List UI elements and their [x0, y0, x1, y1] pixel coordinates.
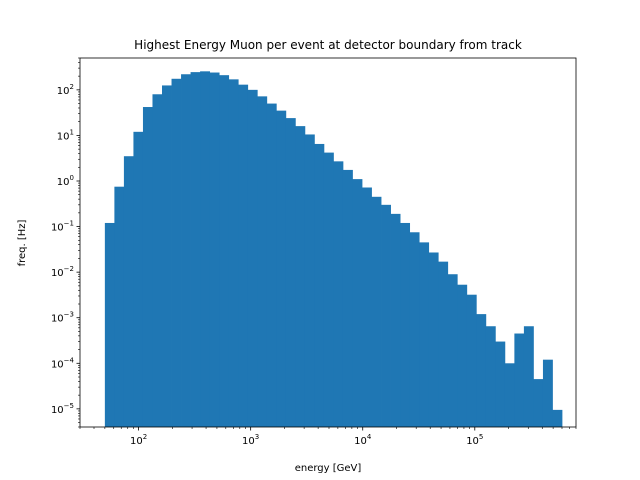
histogram-bar	[162, 85, 172, 427]
histogram-bar	[133, 131, 144, 427]
histogram-bar	[409, 232, 420, 427]
histogram-bar	[466, 294, 477, 427]
histogram-bar	[504, 363, 515, 427]
histogram-bar	[304, 134, 315, 427]
histogram-bar	[352, 179, 363, 427]
histogram-bar	[514, 333, 525, 427]
x-axis-ticks: 102 103 104 105	[79, 427, 577, 447]
histogram-bar	[390, 213, 401, 427]
histogram-bar	[238, 84, 249, 427]
histogram-bar	[342, 169, 353, 428]
x-axis-label: energy [GeV]	[295, 463, 362, 474]
histogram-bar	[257, 96, 268, 428]
histogram-bar	[523, 326, 534, 427]
histogram-bar	[228, 79, 239, 427]
x-tick-label: 103	[242, 433, 259, 447]
y-axis-ticks: 102 101 100 10−1 10−2 10−3 10−4 10−5	[51, 57, 80, 428]
chart-title: Highest Energy Muon per event at detecto…	[134, 38, 522, 52]
histogram-bar	[181, 74, 191, 427]
histogram-bar	[171, 78, 182, 427]
histogram-bar	[266, 103, 277, 427]
histogram-bar	[381, 204, 391, 427]
histogram-bar	[419, 242, 430, 427]
histogram-bar	[285, 118, 296, 427]
histogram-bar	[152, 94, 163, 428]
histogram-bar	[323, 152, 334, 427]
y-tick-label: 100	[57, 174, 74, 188]
x-tick-label: 102	[130, 433, 147, 447]
histogram-bar	[219, 75, 230, 428]
y-tick-label: 10−1	[51, 220, 74, 234]
x-tick-label: 104	[354, 433, 372, 447]
histogram-bar	[371, 196, 382, 427]
plot-frame	[79, 57, 577, 428]
bars-group	[104, 71, 563, 428]
histogram-bar	[209, 72, 220, 427]
histogram-bar	[457, 284, 468, 427]
histogram-bar	[142, 107, 153, 428]
y-tick-label: 10−4	[51, 356, 75, 370]
histogram-bar	[476, 314, 487, 427]
histogram-bar	[200, 71, 211, 427]
y-tick-label: 102	[57, 83, 74, 97]
x-tick-label: 105	[466, 433, 483, 447]
y-tick-label: 10−3	[51, 311, 74, 325]
histogram-bar	[485, 326, 496, 427]
histogram-bar	[295, 126, 306, 428]
histogram-bar	[552, 409, 563, 427]
y-tick-label: 10−2	[51, 265, 74, 279]
y-tick-label: 101	[57, 128, 74, 142]
histogram-bar	[314, 143, 325, 427]
y-axis-label: freq. [Hz]	[17, 219, 28, 266]
histogram-bar	[542, 359, 553, 427]
histogram-bar	[333, 161, 344, 427]
y-tick-label: 10−5	[51, 402, 74, 416]
histogram-bar	[114, 186, 125, 427]
histogram-bar	[190, 72, 201, 428]
histogram-bar	[438, 261, 449, 427]
histogram-bar	[104, 222, 115, 427]
histogram-bar	[123, 156, 134, 427]
histogram-bar	[447, 274, 458, 427]
histogram-bar	[495, 341, 506, 427]
histogram-bar	[247, 89, 258, 427]
histogram-bar	[400, 222, 411, 427]
histogram-bar	[362, 187, 372, 427]
histogram-bar	[428, 252, 439, 427]
histogram-bar	[276, 110, 287, 427]
histogram-bar	[533, 379, 544, 427]
